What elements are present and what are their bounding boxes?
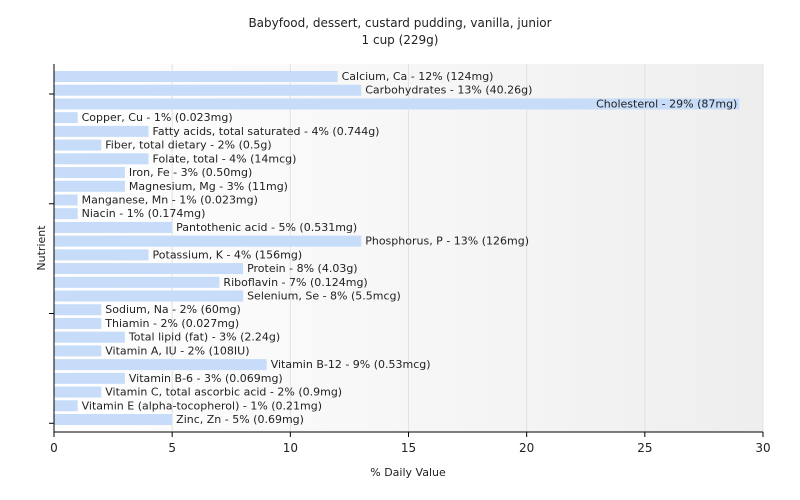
bar-label: Vitamin B-12 - 9% (0.53mcg) (271, 358, 431, 371)
bar-label: Magnesium, Mg - 3% (11mg) (129, 180, 288, 193)
bar-label: Calcium, Ca - 12% (124mg) (342, 70, 494, 83)
y-axis-label: Nutrient (35, 225, 48, 271)
bar-label: Vitamin C, total ascorbic acid - 2% (0.9… (105, 386, 342, 399)
chart-subtitle: 1 cup (229g) (362, 33, 439, 47)
bar (54, 221, 173, 233)
bar (54, 290, 244, 302)
bar-label: Potassium, K - 4% (156mg) (153, 248, 303, 261)
bar-label: Niacin - 1% (0.174mg) (82, 207, 206, 220)
grid-lines (171, 64, 764, 432)
bar-label: Vitamin A, IU - 2% (108IU) (105, 344, 249, 357)
bar (54, 194, 78, 206)
bars (54, 71, 740, 425)
bar (54, 331, 125, 343)
bar (54, 139, 102, 151)
x-axis-label: % Daily Value (370, 466, 446, 479)
x-ticks: 0 5 10 15 20 25 30 (50, 432, 771, 455)
bar (54, 400, 78, 412)
bar-label: Vitamin B-6 - 3% (0.069mg) (129, 372, 283, 385)
bar-label: Fiber, total dietary - 2% (0.5g) (105, 139, 271, 152)
bar-label: Iron, Fe - 3% (0.50mg) (129, 166, 252, 179)
bar-label: Manganese, Mn - 1% (0.023mg) (82, 193, 258, 206)
bar-labels: Calcium, Ca - 12% (124mg)Carbohydrates -… (82, 70, 738, 426)
bar-label: Pantothenic acid - 5% (0.531mg) (176, 221, 357, 234)
bar-label: Cholesterol - 29% (87mg) (596, 97, 737, 110)
bar (54, 235, 362, 247)
bar (54, 249, 149, 261)
bar-label: Folate, total - 4% (14mcg) (153, 152, 297, 165)
y-ticks (49, 93, 54, 424)
bar (54, 112, 78, 124)
x-tick-label: 10 (283, 441, 298, 455)
bar (54, 372, 125, 384)
bar-label: Copper, Cu - 1% (0.023mg) (82, 111, 233, 124)
x-tick-label: 15 (401, 441, 416, 455)
bar (54, 167, 125, 179)
bar (54, 208, 78, 220)
bar (54, 98, 740, 110)
bar-label: Thiamin - 2% (0.027mg) (104, 317, 239, 330)
bar-label: Selenium, Se - 8% (5.5mcg) (247, 290, 401, 303)
bar (54, 304, 102, 316)
bar-label: Vitamin E (alpha-tocopherol) - 1% (0.21m… (82, 399, 322, 412)
bar (54, 386, 102, 398)
bar (54, 317, 102, 329)
bar (54, 180, 125, 192)
bar (54, 263, 244, 275)
bar (54, 359, 267, 371)
bar (54, 345, 102, 357)
bar (54, 276, 220, 288)
bar (54, 84, 362, 96)
bar-label: Sodium, Na - 2% (60mg) (105, 303, 241, 316)
bar (54, 71, 338, 82)
x-tick-label: 30 (755, 441, 770, 455)
bar-label: Carbohydrates - 13% (40.26g) (365, 84, 532, 97)
x-tick-label: 20 (519, 441, 534, 455)
bar-label: Total lipid (fat) - 3% (2.24g) (128, 331, 280, 344)
bar-label: Fatty acids, total saturated - 4% (0.744… (153, 125, 380, 138)
bar-label: Riboflavin - 7% (0.124mg) (223, 276, 367, 289)
x-tick-label: 5 (168, 441, 176, 455)
bar (54, 414, 173, 425)
bar-label: Zinc, Zn - 5% (0.69mg) (176, 413, 304, 426)
bar-label: Phosphorus, P - 13% (126mg) (365, 235, 529, 248)
chart-title: Babyfood, dessert, custard pudding, vani… (248, 16, 551, 30)
x-tick-label: 25 (637, 441, 652, 455)
bar-label: Protein - 8% (4.03g) (247, 262, 358, 275)
x-tick-label: 0 (50, 441, 58, 455)
bar (54, 153, 149, 165)
bar (54, 125, 149, 137)
